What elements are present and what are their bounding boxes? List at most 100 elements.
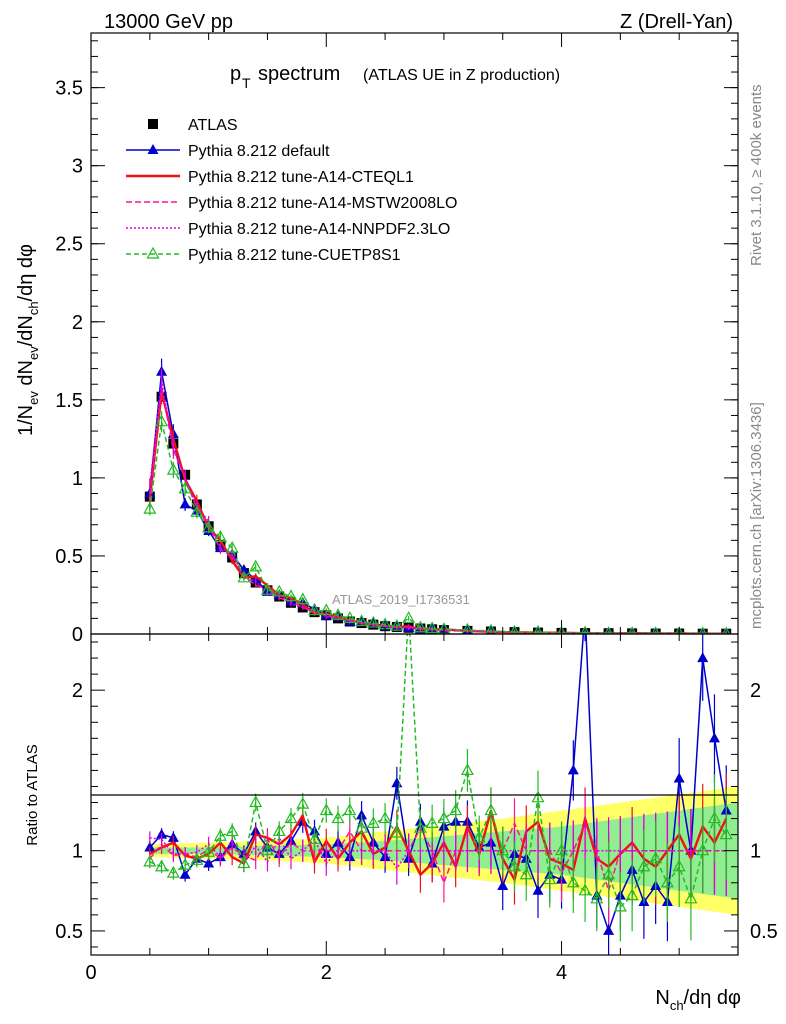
ratio-point [519, 867, 533, 880]
main-point [178, 481, 192, 494]
main-ytick-label: 3 [72, 156, 83, 178]
ratio-point [272, 824, 286, 837]
main-point [402, 611, 416, 623]
ratio-ylabel: Ratio to ATLAS [24, 744, 41, 845]
ratio-point [203, 857, 215, 868]
ratio-point [649, 851, 663, 864]
ratio-point [707, 811, 721, 824]
ratio-point [532, 884, 544, 895]
ratio-series-4 [143, 634, 733, 942]
main-point [213, 529, 227, 542]
ratio-point [378, 811, 392, 824]
ratio-series-line [149, 634, 727, 909]
ratio-point [673, 772, 685, 783]
main-ytick-label: 2 [72, 312, 83, 334]
ratio-point [603, 924, 615, 935]
ratio-point [296, 796, 310, 809]
main-point [580, 625, 590, 634]
main-ytick-label: 0.5 [55, 546, 83, 568]
ratio-point [497, 879, 509, 890]
ratio-point [613, 899, 627, 912]
main-point [604, 626, 613, 634]
ratio-point [425, 816, 439, 828]
legend-item: Pythia 8.212 tune-A14-MSTW2008LO [126, 195, 457, 212]
header-left: 13000 GeV pp [104, 11, 233, 33]
main-point [166, 462, 180, 475]
ratio-point [260, 843, 274, 856]
main-point [249, 559, 263, 572]
main-point [319, 603, 333, 616]
legend-label: ATLAS [188, 117, 238, 134]
ratio-point [202, 845, 216, 857]
main-point [674, 626, 684, 634]
legend-label: Pythia 8.212 default [188, 143, 330, 160]
legend-marker [148, 119, 158, 129]
rivet-label: Rivet 3.1.10, ≥ 400k events [748, 84, 765, 266]
main-point [557, 625, 567, 634]
ratio-point [708, 732, 720, 743]
ratio-point [567, 764, 579, 775]
ratio-point [319, 803, 333, 816]
plot-title: p T spectrum (ATLAS UE in Z production) [230, 63, 560, 91]
title-p: p [230, 63, 241, 85]
ratio-point [472, 830, 486, 843]
ratio-series-group [143, 604, 733, 955]
ratio-point [580, 604, 591, 614]
ratio-point [343, 803, 357, 816]
ratio-point [225, 824, 239, 837]
axes-group: 00.511.522.533.50.5 0.51 12 20 2 4 [55, 33, 778, 984]
legend-marker [147, 144, 159, 154]
ratio-ytick-label-right: 1 [750, 841, 761, 863]
main-point [225, 540, 239, 553]
main-series-group [143, 358, 732, 634]
main-ytick-label: 1.5 [55, 390, 83, 412]
ratio-point [437, 811, 451, 824]
ratio-point [697, 652, 709, 663]
ratio-frame [90, 633, 739, 956]
ratio-ytick-label-right: 2 [750, 680, 761, 702]
ratio-point [484, 803, 498, 816]
main-point [190, 504, 204, 517]
main-point [143, 501, 157, 514]
main-series-line [149, 380, 727, 634]
ratio-point [144, 841, 156, 852]
main-ytick-label: 3.5 [55, 78, 83, 100]
ratio-point [672, 859, 686, 872]
ratio-ytick-label: 1 [72, 841, 83, 863]
ratio-point [507, 859, 522, 872]
ratio-point [637, 859, 651, 872]
xtick-label: 0 [85, 962, 96, 984]
main-ytick-label: 0 [72, 624, 83, 646]
main-point [155, 414, 169, 427]
main-point [722, 627, 730, 634]
legend-label: Pythia 8.212 tune-A14-NNPDF2.3LO [188, 221, 450, 238]
ratio-point [190, 853, 204, 865]
ratio-point [566, 875, 580, 888]
ratio-point [166, 865, 180, 878]
legend-item: ATLAS [148, 117, 238, 134]
xtick-label: 4 [556, 962, 567, 984]
ratio-point [460, 763, 474, 776]
mcplots-label: mcplots.cern.ch [arXiv:1306.3436] [748, 402, 765, 629]
title-spectrum: spectrum [258, 63, 340, 85]
ratio-series-0 [144, 604, 732, 955]
main-point [698, 626, 707, 634]
main-point [260, 583, 274, 595]
ratio-point [366, 816, 380, 828]
title-note: (ATLAS UE in Z production) [363, 67, 560, 84]
legend-item: Pythia 8.212 default [126, 143, 330, 160]
main-ylabel-text: 1/Nev dNev/dNch/dη dφ [15, 244, 41, 436]
legend-marker [146, 246, 160, 259]
legend-label: Pythia 8.212 tune-A14-CTEQL1 [188, 169, 414, 186]
legend-item: Pythia 8.212 tune-A14-NNPDF2.3LO [126, 221, 450, 238]
main-point [355, 614, 369, 627]
xlabel: Nch/dη dφ [655, 987, 741, 1013]
main-point [413, 620, 427, 633]
ratio-point [213, 828, 227, 841]
header-right: Z (Drell-Yan) [620, 11, 733, 33]
main-ylabel: 1/Nev dNev/dNch/dη dφ [15, 244, 41, 436]
main-point [296, 592, 310, 605]
ratio-point [602, 867, 616, 880]
main-point [425, 621, 439, 634]
